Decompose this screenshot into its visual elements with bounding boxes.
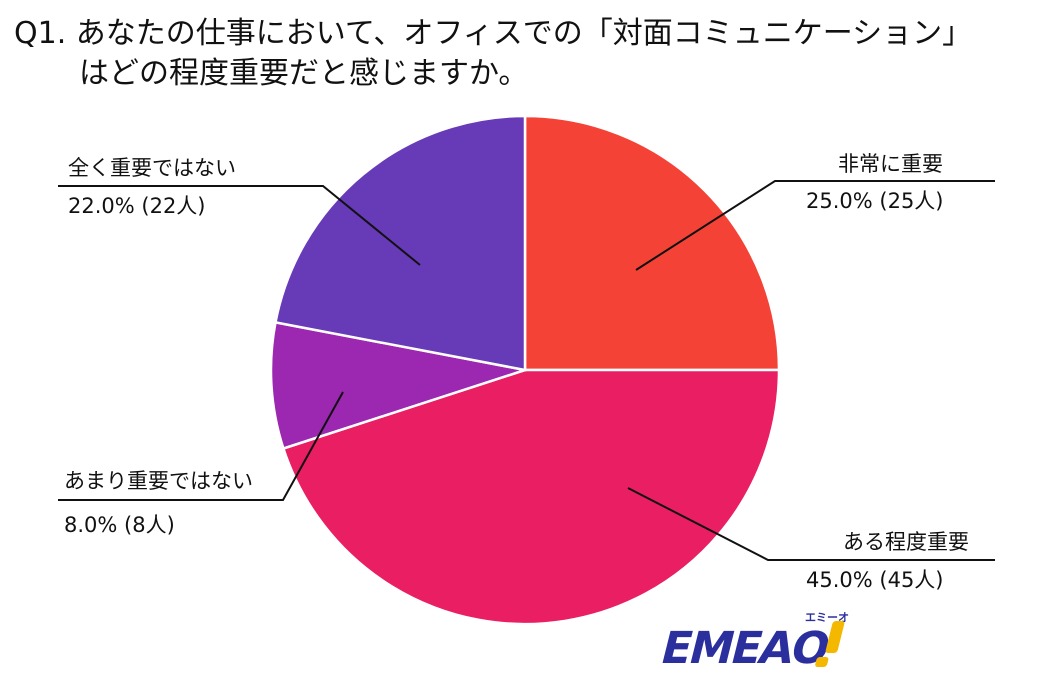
emeao-logo: エミーオ EMEAO [656,611,849,674]
logo-kana: エミーオ [805,611,849,624]
logo-exclaim-bar [825,621,845,653]
slice-not-very-important [269,320,526,451]
leader-line-somewhat-important [627,487,995,561]
title-line-1: Q1. あなたの仕事において、オフィスでの「対面コミュニケーション」 [14,16,973,51]
label-somewhat-important-name: ある程度重要 [843,530,969,554]
slice-very-important [523,114,781,372]
label-not-very-important-name: あまり重要ではない [64,469,253,493]
label-not-important-at-all-value: 22.0% (22人) [68,194,206,218]
title-line-2: はどの程度重要だと感じますか。 [79,56,529,91]
logo-exclaim-dot [815,657,829,667]
leader-line-not-very-important [58,391,344,501]
label-somewhat-important-value: 45.0% (45人) [806,568,944,592]
leader-line-not-important-at-all [58,185,421,266]
label-very-important-value: 25.0% (25人) [806,189,944,213]
slice-not-important-at-all [274,114,527,372]
slice-somewhat-important [281,368,781,626]
label-not-very-important-value: 8.0% (8人) [64,513,175,537]
label-very-important-name: 非常に重要 [838,152,943,176]
label-not-important-at-all-name: 全く重要ではない [68,156,236,180]
chart-title: Q1. あなたの仕事において、オフィスでの「対面コミュニケーション」 はどの程度… [14,14,972,94]
logo-wordmark: EMEAO [656,623,834,674]
leader-line-very-important [635,180,995,271]
